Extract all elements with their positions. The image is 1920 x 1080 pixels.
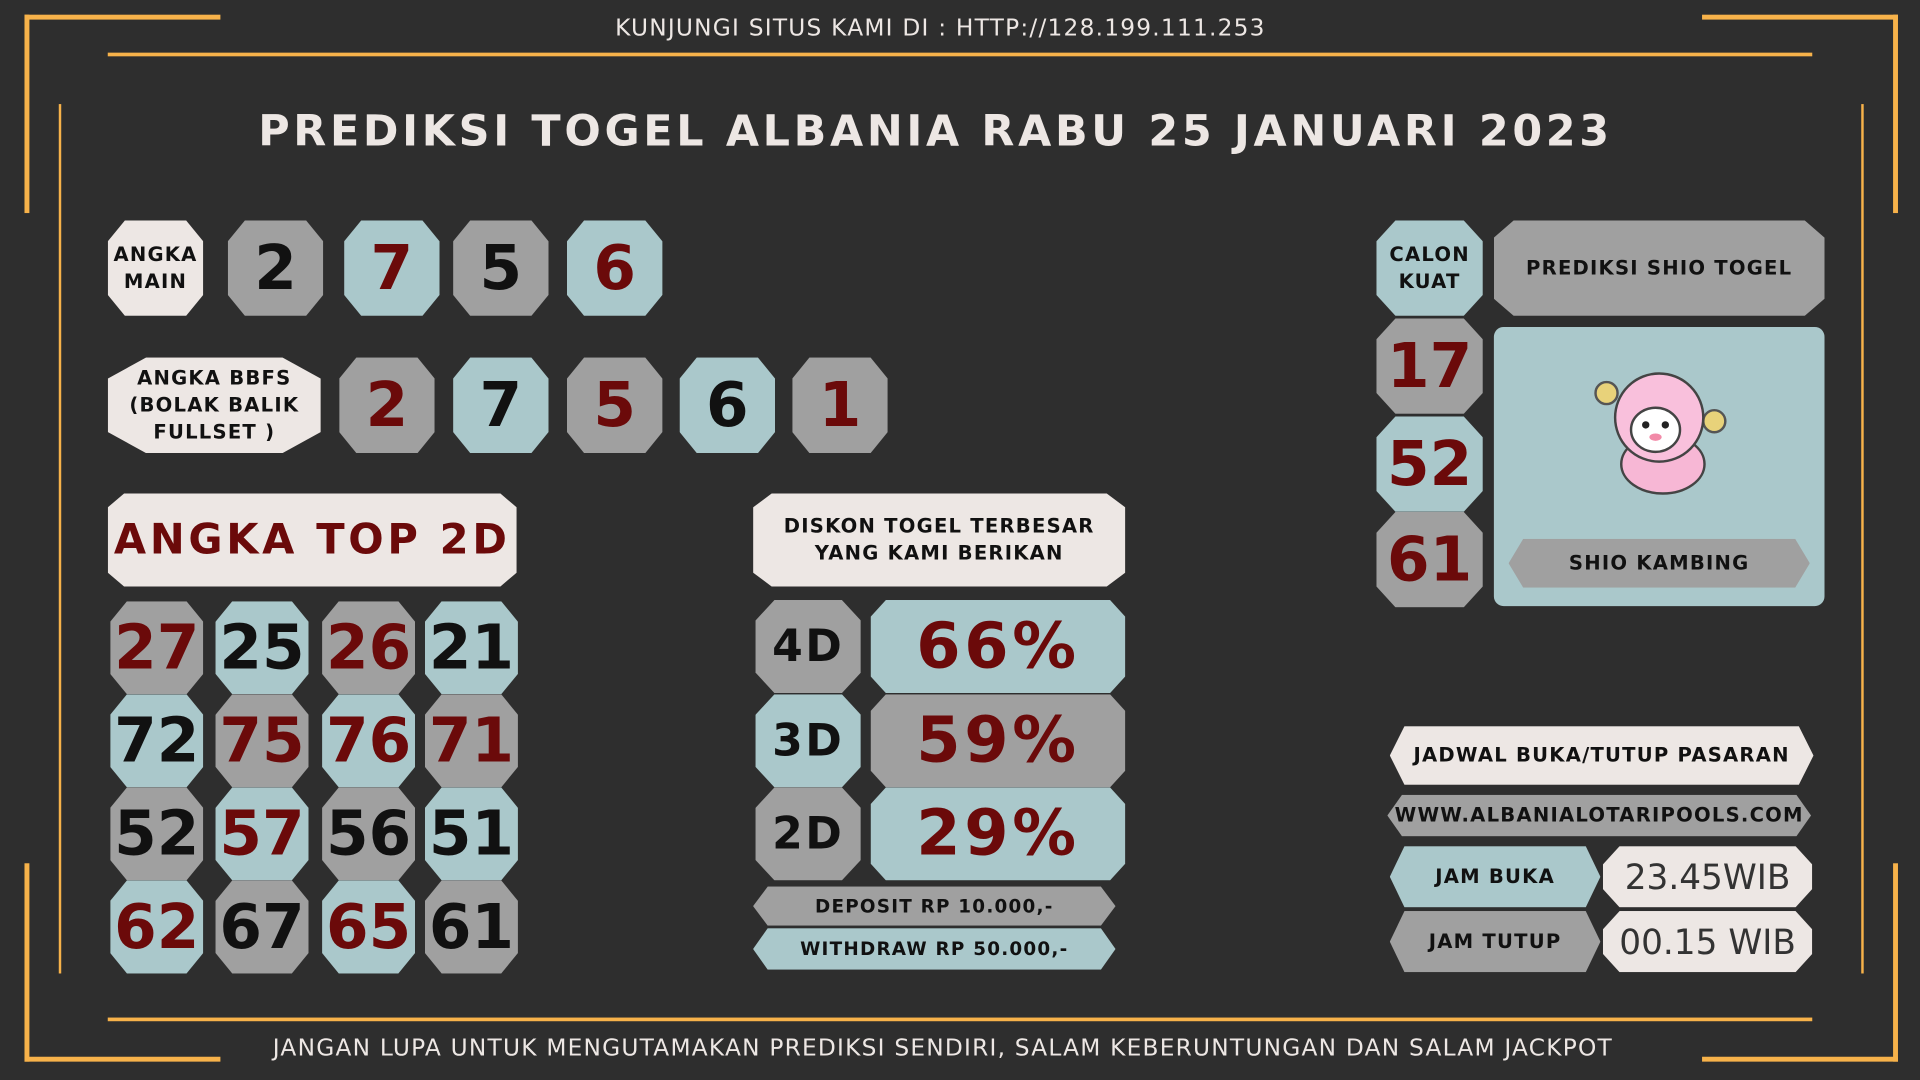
frame-line bbox=[1702, 1056, 1898, 1062]
frame-line bbox=[1861, 104, 1864, 974]
top2d-number: 67 bbox=[215, 880, 309, 974]
visit-text: KUNJUNGI SITUS KAMI DI : HTTP://128.199.… bbox=[615, 14, 1266, 42]
top2d-number: 62 bbox=[110, 880, 204, 974]
deposit-info: DEPOSIT RP 10.000,- bbox=[753, 887, 1115, 926]
top2d-number: 57 bbox=[215, 787, 309, 881]
calon-kuat-number: 61 bbox=[1376, 511, 1483, 608]
top2d-number: 21 bbox=[424, 601, 518, 695]
calon-kuat-label: CALON KUAT bbox=[1376, 220, 1483, 316]
angka-main-number: 6 bbox=[566, 220, 663, 316]
jam-tutup-label: JAM TUTUP bbox=[1390, 911, 1601, 972]
shio-name: SHIO KAMBING bbox=[1509, 539, 1810, 588]
jam-buka-value: 23.45WIB bbox=[1602, 846, 1813, 908]
diskon-type: 4D bbox=[755, 600, 861, 694]
diskon-value: 29% bbox=[870, 787, 1126, 881]
jadwal-label: JADWAL BUKA/TUTUP PASARAN bbox=[1390, 726, 1814, 785]
calon-kuat-number: 17 bbox=[1376, 318, 1483, 414]
bbfs-number: 7 bbox=[453, 357, 549, 454]
top2d-number: 51 bbox=[424, 787, 518, 881]
market-site-link[interactable]: WWW.ALBANIALOTARIPOOLS.COM bbox=[1387, 795, 1811, 837]
top2d-number: 65 bbox=[322, 880, 416, 974]
top2d-number: 72 bbox=[110, 694, 204, 788]
bbfs-label: ANGKA BBFS (BOLAK BALIK FULLSET ) bbox=[107, 357, 321, 454]
footer-text: JANGAN LUPA UNTUK MENGUTAMAKAN PREDIKSI … bbox=[272, 1034, 1613, 1062]
frame-line bbox=[58, 104, 62, 974]
calon-kuat-number: 52 bbox=[1376, 416, 1483, 512]
frame-line bbox=[24, 1056, 221, 1062]
withdraw-info: WITHDRAW RP 50.000,- bbox=[753, 928, 1115, 970]
diskon-type: 2D bbox=[755, 787, 861, 881]
angka-main-number: 2 bbox=[227, 220, 324, 316]
top2d-label: ANGKA TOP 2D bbox=[107, 493, 517, 587]
diskon-value: 59% bbox=[870, 694, 1126, 788]
frame-line bbox=[24, 14, 30, 214]
jam-buka-label: JAM BUKA bbox=[1390, 846, 1601, 907]
bbfs-number: 1 bbox=[792, 357, 888, 454]
frame-line bbox=[24, 14, 221, 20]
angka-main-number: 7 bbox=[344, 220, 440, 316]
angka-main-label: ANGKA MAIN bbox=[107, 220, 204, 316]
frame-line bbox=[24, 863, 30, 1062]
bbfs-number: 2 bbox=[339, 357, 435, 454]
top2d-number: 75 bbox=[215, 694, 309, 788]
diskon-value: 66% bbox=[870, 600, 1126, 694]
shio-panel: SHIO KAMBING bbox=[1493, 326, 1825, 607]
frame-line bbox=[1702, 14, 1898, 20]
bbfs-number: 5 bbox=[566, 357, 663, 454]
jam-tutup-value: 00.15 WIB bbox=[1602, 911, 1813, 973]
diskon-label: DISKON TOGEL TERBESAR YANG KAMI BERIKAN bbox=[753, 493, 1126, 587]
top2d-number: 56 bbox=[322, 787, 416, 881]
angka-main-number: 5 bbox=[453, 220, 549, 316]
frame-line bbox=[107, 52, 1813, 57]
bbfs-number: 6 bbox=[679, 357, 776, 454]
sheep-icon bbox=[1594, 372, 1727, 495]
frame-line bbox=[107, 1017, 1813, 1022]
top2d-number: 27 bbox=[110, 601, 204, 695]
diskon-type: 3D bbox=[755, 694, 861, 788]
frame-line bbox=[1893, 863, 1898, 1062]
shio-header: PREDIKSI SHIO TOGEL bbox=[1493, 220, 1825, 316]
top2d-number: 61 bbox=[424, 880, 518, 974]
top2d-number: 25 bbox=[215, 601, 309, 695]
page-title: PREDIKSI TOGEL ALBANIA RABU 25 JANUARI 2… bbox=[258, 107, 1613, 157]
top2d-number: 52 bbox=[110, 787, 204, 881]
top2d-number: 71 bbox=[424, 694, 518, 788]
top2d-number: 76 bbox=[322, 694, 416, 788]
frame-line bbox=[1893, 14, 1898, 214]
top2d-number: 26 bbox=[322, 601, 416, 695]
